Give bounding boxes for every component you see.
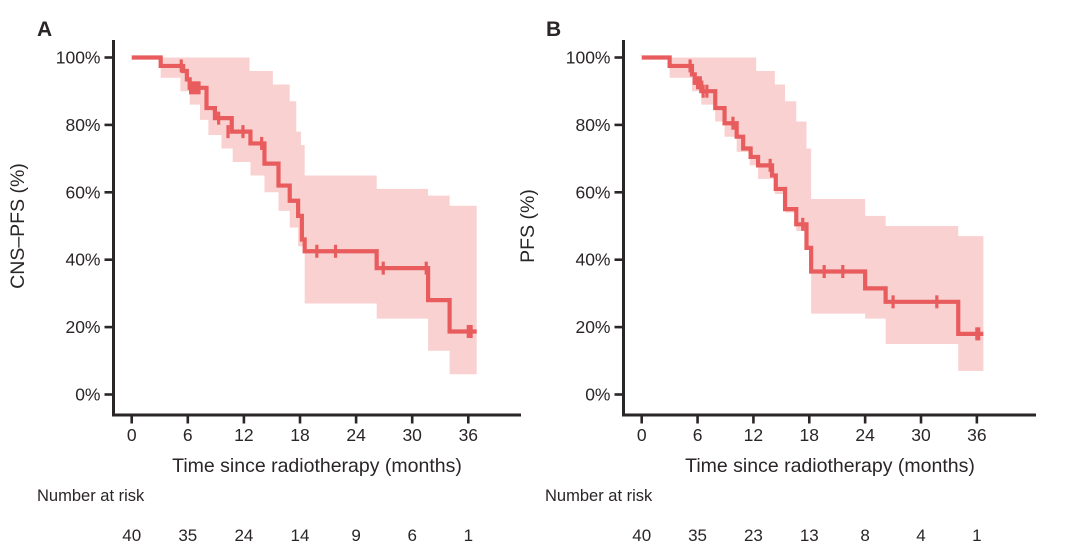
- y-axis-title: PFS (%): [517, 189, 539, 263]
- at-risk-count: 1: [464, 526, 473, 545]
- at-risk-count: 4: [916, 526, 925, 545]
- axis-spines: [112, 40, 521, 417]
- y-tick-label: 20%: [65, 317, 100, 337]
- at-risk-count: 40: [122, 526, 141, 545]
- x-tick-label: 12: [744, 425, 763, 445]
- at-risk-count: 6: [407, 526, 416, 545]
- at-risk-count: 8: [860, 526, 869, 545]
- at-risk-count: 24: [234, 526, 253, 545]
- at-risk-count: 9: [351, 526, 360, 545]
- at-risk-count: 14: [291, 526, 310, 545]
- x-tick-label: 30: [911, 425, 931, 445]
- km-curve: [131, 55, 477, 334]
- x-tick-label: 30: [402, 425, 422, 445]
- number-at-risk: Number at risk 40 35 23 13 8 4 1: [545, 487, 982, 545]
- x-axis-title: Time since radiotherapy (months): [685, 455, 975, 477]
- y-tick-label: 80%: [575, 115, 610, 135]
- y-tick-label: 40%: [65, 250, 100, 270]
- x-tick-label: 0: [637, 425, 647, 445]
- x-tick-label: 18: [800, 425, 819, 445]
- censor-marks: [179, 59, 473, 338]
- x-tick-label: 18: [290, 425, 309, 445]
- x-tick-label: 6: [183, 425, 193, 445]
- y-axis: 0% 20% 40% 60% 80% 100%: [566, 48, 624, 405]
- y-axis: 0% 20% 40% 60% 80% 100%: [56, 48, 114, 405]
- panel-A: 0 6 12 18 24 30 36 0% 20% 40% 60% 80% 100%A CNS–PFS (…: [7, 18, 521, 545]
- y-axis-title: CNS–PFS (%): [7, 163, 29, 289]
- confidence-band: [160, 57, 477, 375]
- at-risk-count: 35: [178, 526, 197, 545]
- panel-letter: B: [546, 18, 561, 41]
- at-risk-count: 13: [800, 526, 819, 545]
- number-at-risk-label: Number at risk: [37, 487, 145, 505]
- at-risk-count: 1: [972, 526, 981, 545]
- x-tick-label: 36: [967, 425, 986, 445]
- at-risk-count: 40: [632, 526, 651, 545]
- x-tick-label: 24: [855, 425, 875, 445]
- axis-spines: [622, 40, 1036, 417]
- x-tick-label: 6: [693, 425, 703, 445]
- number-at-risk-label: Number at risk: [545, 487, 653, 505]
- confidence-band: [669, 57, 984, 371]
- x-tick-label: 12: [234, 425, 253, 445]
- x-tick-label: 0: [127, 425, 137, 445]
- y-tick-label: 100%: [56, 48, 101, 68]
- at-risk-count: 35: [688, 526, 707, 545]
- number-at-risk: Number at risk 40 35 24 14 9 6 1: [37, 487, 473, 545]
- x-tick-label: 36: [459, 425, 478, 445]
- x-axis: 0 6 12 18 24 30 36: [127, 415, 478, 445]
- y-tick-label: 40%: [575, 250, 610, 270]
- x-axis: 0 6 12 18 24 30 36: [637, 415, 987, 445]
- censor-marks: [688, 59, 981, 341]
- x-axis-title: Time since radiotherapy (months): [172, 455, 462, 477]
- x-tick-label: 24: [346, 425, 366, 445]
- y-tick-label: 60%: [65, 182, 100, 202]
- y-tick-label: 0%: [585, 385, 610, 405]
- y-tick-label: 20%: [575, 317, 610, 337]
- y-tick-label: 0%: [75, 385, 100, 405]
- y-tick-label: 60%: [575, 182, 610, 202]
- panel-letter: A: [37, 18, 52, 41]
- at-risk-count: 23: [744, 526, 763, 545]
- y-tick-label: 100%: [566, 48, 611, 68]
- y-tick-label: 80%: [65, 115, 100, 135]
